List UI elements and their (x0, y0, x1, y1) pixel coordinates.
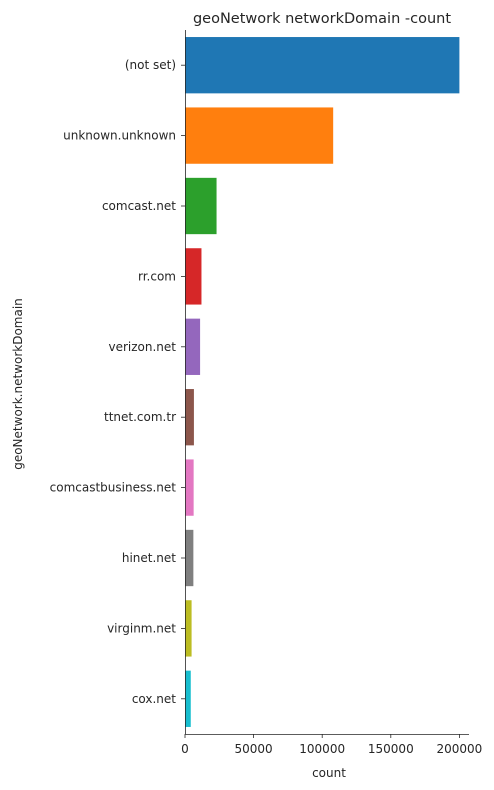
bar-8 (185, 600, 192, 657)
x-tick-label-2: 100000 (299, 742, 345, 756)
bar-3 (185, 248, 202, 305)
y-tick-label-5: ttnet.com.tr (104, 410, 176, 424)
bar-6 (185, 459, 194, 516)
y-tick-label-0: (not set) (125, 58, 176, 72)
y-tick-label-2: comcast.net (102, 199, 176, 213)
x-tick-label-3: 150000 (368, 742, 414, 756)
bar-4 (185, 318, 201, 375)
y-tick-label-4: verizon.net (108, 340, 176, 354)
x-axis-label: count (312, 766, 346, 780)
y-axis-ticks: (not set) unknown.unknown comcast.net rr.co… (50, 58, 185, 706)
bar-7 (185, 529, 194, 587)
bar-5 (185, 389, 194, 446)
x-tick-label-4: 200000 (436, 742, 482, 756)
bar-1 (185, 107, 334, 164)
y-axis-label: geoNetwork.networkDomain (11, 298, 25, 470)
y-tick-label-1: unknown.unknown (63, 129, 176, 143)
y-tick-label-7: hinet.net (122, 551, 176, 565)
bars-group (185, 37, 460, 727)
bar-2 (185, 177, 217, 235)
x-tick-label-0: 0 (181, 742, 189, 756)
x-tick-label-1: 50000 (235, 742, 273, 756)
y-tick-label-8: virginm.net (107, 621, 176, 635)
bar-0 (185, 37, 460, 94)
y-tick-label-6: comcastbusiness.net (50, 481, 177, 495)
chart-title: geoNetwork networkDomain -count (193, 11, 451, 27)
y-tick-label-9: cox.net (132, 692, 176, 706)
y-tick-label-3: rr.com (138, 269, 176, 283)
bar-9 (185, 670, 191, 727)
x-axis-ticks: 0 50000 100000 150000 200000 (181, 734, 482, 756)
